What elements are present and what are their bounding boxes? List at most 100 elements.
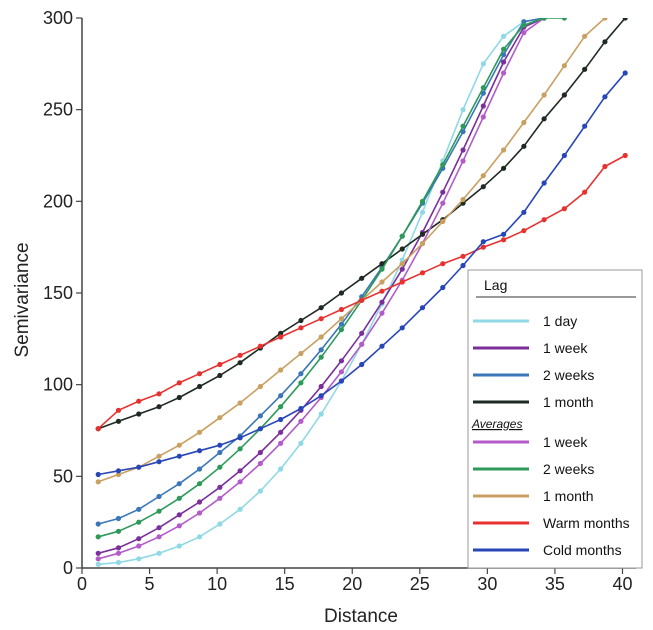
series-point-0: [318, 411, 324, 417]
series-point-2: [278, 393, 284, 399]
series-point-4: [257, 460, 263, 467]
series-point-1: [196, 499, 203, 505]
series-point-5: [379, 266, 385, 272]
series-point-5: [338, 327, 345, 333]
series-point-7: [257, 343, 263, 349]
series-point-3: [338, 290, 345, 296]
series-point-1: [217, 484, 223, 490]
series-point-6: [278, 367, 284, 373]
y-tick-label: 250: [43, 100, 73, 120]
series-point-4: [136, 543, 142, 549]
series-point-7: [278, 334, 284, 340]
series-point-1: [115, 545, 122, 551]
legend-entry: 1 day: [543, 313, 577, 329]
series-point-3: [379, 261, 385, 267]
series-point-5: [217, 464, 223, 470]
series-point-0: [176, 543, 182, 549]
series-point-8: [561, 152, 567, 159]
series-point-8: [419, 305, 426, 311]
y-tick-label: 200: [43, 191, 73, 211]
series-point-4: [156, 534, 162, 540]
series-point-8: [460, 262, 466, 269]
series-point-8: [318, 393, 324, 399]
legend-entry: 1 week: [543, 340, 588, 356]
series-point-2: [480, 90, 486, 96]
series-point-0: [500, 33, 507, 39]
series-point-5: [521, 22, 527, 28]
series-point-4: [521, 30, 527, 36]
series-point-1: [95, 550, 101, 556]
legend-entry: Cold months: [543, 542, 622, 558]
series-point-7: [156, 391, 162, 397]
series-point-2: [136, 506, 142, 512]
series-point-0: [480, 61, 486, 67]
series-point-8: [257, 426, 263, 432]
legend-subheading: Averages: [471, 417, 522, 431]
series-point-3: [318, 305, 324, 311]
y-tick-label: 50: [53, 466, 73, 486]
series-point-7: [602, 163, 608, 170]
series-point-1: [136, 536, 142, 542]
series-point-1: [278, 429, 284, 435]
series-point-3: [237, 360, 243, 366]
series-point-4: [95, 556, 101, 562]
series-point-4: [217, 495, 223, 501]
y-ticks: 0 50 100 150 200 250 300: [43, 8, 82, 578]
series-point-8: [379, 343, 385, 349]
series-point-3: [622, 18, 628, 21]
series-point-6: [196, 429, 203, 435]
series-point-4: [359, 341, 365, 347]
series-point-7: [379, 288, 385, 294]
series-point-6: [602, 18, 608, 21]
series-point-7: [480, 244, 486, 250]
x-tick-label: 40: [612, 574, 632, 594]
series-point-6: [419, 240, 426, 247]
series-point-8: [480, 239, 486, 245]
y-tick-label: 0: [63, 558, 73, 578]
series-point-7: [521, 228, 527, 234]
series-point-8: [298, 405, 304, 412]
series-point-6: [176, 442, 182, 448]
series-point-2: [156, 493, 162, 500]
series-point-7: [338, 306, 345, 313]
series-point-4: [338, 369, 345, 375]
series-point-7: [541, 217, 547, 223]
series-point-6: [298, 350, 304, 357]
legend-entry: 1 week: [543, 434, 588, 450]
series-point-5: [480, 85, 486, 91]
series-point-8: [196, 448, 203, 454]
series-point-7: [136, 398, 142, 404]
series-point-4: [500, 70, 507, 76]
series-point-2: [95, 521, 101, 527]
series-point-7: [217, 361, 223, 368]
legend-entry: 2 weeks: [543, 367, 594, 383]
legend-entry: 2 weeks: [543, 461, 594, 477]
series-point-0: [217, 521, 223, 527]
series-point-3: [561, 92, 567, 98]
series-point-1: [460, 147, 466, 153]
legend-entry: Warm months: [543, 515, 630, 531]
series-point-0: [115, 559, 122, 566]
series-point-2: [338, 321, 345, 327]
series-point-6: [217, 415, 223, 421]
series-point-2: [115, 515, 122, 522]
series-point-3: [217, 372, 223, 379]
series-point-3: [136, 411, 142, 417]
y-tick-label: 150: [43, 283, 73, 303]
series-point-7: [318, 316, 324, 322]
series-point-1: [237, 468, 243, 474]
series-point-5: [561, 18, 567, 21]
series-point-4: [440, 200, 446, 206]
series-point-4: [237, 479, 243, 485]
series-point-1: [338, 358, 345, 364]
legend-entry: 1 month: [543, 394, 594, 410]
series-point-7: [500, 237, 507, 243]
series-point-8: [95, 471, 101, 478]
series-point-3: [500, 165, 507, 171]
series-point-5: [136, 519, 142, 525]
series-point-4: [379, 310, 385, 316]
series-point-5: [500, 46, 507, 52]
series-point-8: [237, 435, 243, 441]
series-point-5: [541, 18, 547, 21]
